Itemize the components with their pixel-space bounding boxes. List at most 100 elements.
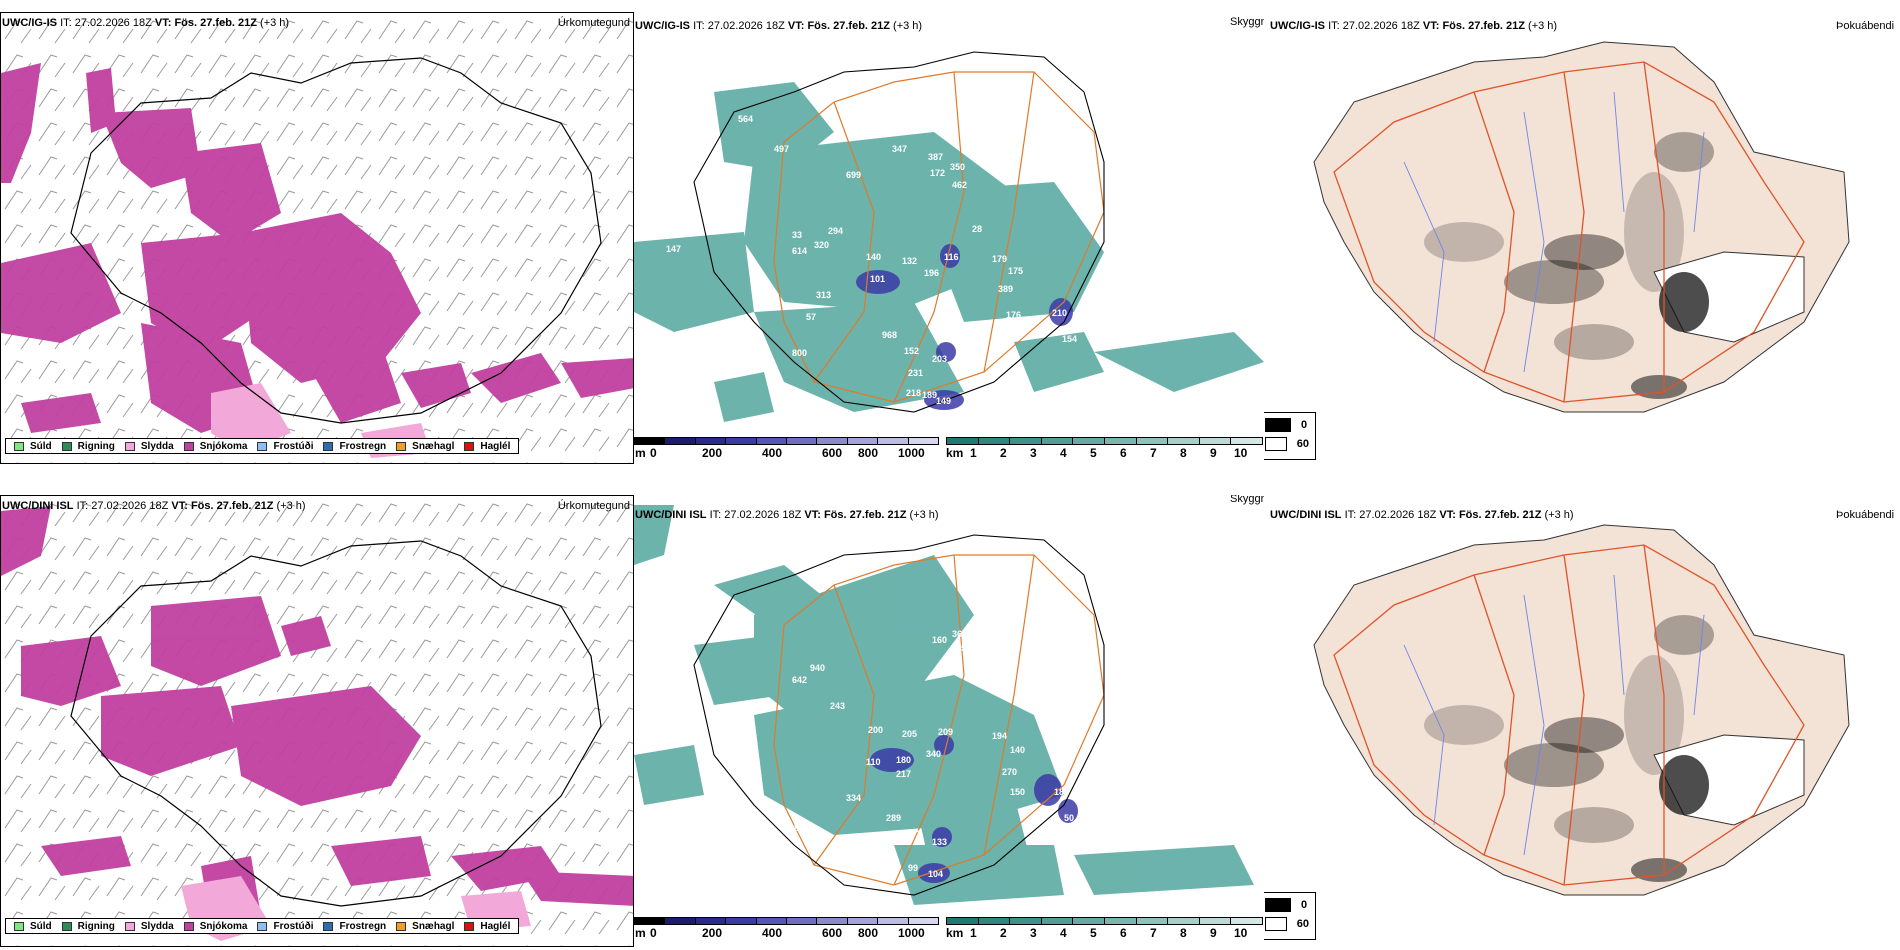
visibility-colorbar-cells	[946, 917, 1263, 925]
cloud-panel-bottom: 422 369 160 159 642 940 243 200 205 209 …	[634, 495, 1264, 947]
precip-panel-bottom: UWC/DINI ISL IT: 27.02.2026 18Z VT: Fös.…	[0, 495, 634, 947]
precip-title: Úrkomutegund	[557, 17, 630, 29]
legend-item-snjokoma: Snjókoma	[183, 441, 247, 452]
cloud-top-label: 160	[932, 635, 947, 645]
valid-time-label: VT:	[154, 17, 172, 29]
cloud-top-label: 340	[926, 749, 941, 759]
cloud-top-label: 243	[830, 701, 845, 711]
model-name: UWC/IG-IS	[635, 20, 690, 32]
tick-label: 1	[970, 446, 977, 460]
cloud-base-unit: m	[635, 926, 646, 940]
cloud-top-label: 116	[944, 252, 959, 262]
road-network	[773, 554, 1105, 886]
fog-map-top	[1313, 41, 1850, 413]
road-network	[1333, 61, 1805, 403]
cloud-top-label: 50	[1064, 813, 1074, 823]
cloud-top-label: 347	[892, 144, 907, 154]
valid-time-value: Fös. 27.feb. 21Z	[823, 509, 907, 521]
fog-legend-bottom: 0 60	[1264, 892, 1316, 940]
valid-time-label: VT:	[1439, 509, 1456, 521]
tick-label: 1	[970, 926, 977, 940]
cloud-top-label: 104	[928, 869, 943, 879]
cloud-top-label: 172	[930, 168, 945, 178]
cloud-map-bottom: 422 369 160 159 642 940 243 200 205 209 …	[634, 505, 1254, 905]
cloud-title: Skyggni	[1230, 16, 1264, 28]
visibility-unit: km	[946, 446, 964, 460]
cloud-top-label: 180	[896, 755, 911, 765]
model-name: UWC/IG-IS	[2, 17, 57, 29]
legend-item-suld: Súld	[14, 921, 52, 932]
road-network	[773, 71, 1105, 403]
cloud-base-colorbar-cells	[634, 917, 939, 925]
glacier-dark	[1659, 272, 1709, 332]
tick-label: 5	[1090, 446, 1097, 460]
cloud-top-label: 462	[952, 180, 967, 190]
fog-legend-top: 0 60	[1264, 412, 1316, 460]
iceland-outline	[70, 540, 602, 907]
cloud-top-label: 149	[936, 396, 951, 406]
tick-label: 7	[1150, 926, 1157, 940]
model-name: UWC/DINI ISL	[2, 500, 74, 512]
visibility-areas	[634, 505, 1254, 905]
legend-item-suld: Súld	[14, 441, 52, 452]
model-name: UWC/DINI ISL	[635, 509, 707, 521]
lead-time: (+3 h)	[276, 500, 306, 512]
cloud-top-label: 422	[972, 619, 987, 629]
cloud-top-label: 189	[922, 390, 937, 400]
cloud-base-areas	[870, 735, 1078, 883]
tick-label: 9	[1210, 446, 1217, 460]
legend-item-haglel: Haglél	[464, 441, 510, 452]
tick-label: 1000	[898, 446, 925, 460]
cloud-top-label: 564	[738, 114, 753, 124]
fog-panel-top: UWC/IG-IS IT: 27.02.2026 18Z VT: Fös. 27…	[1264, 12, 1900, 464]
cloud-top-label: 205	[902, 729, 917, 739]
tick-label: 0	[650, 926, 657, 940]
tick-label: 400	[762, 446, 783, 460]
cloud-top-label: 150	[1010, 787, 1025, 797]
cloud-header-top: UWC/IG-IS IT: 27.02.2026 18Z VT: Fös. 27…	[635, 20, 922, 33]
cloud-base-ticks: m 0 200 400 600 800 1000	[634, 445, 939, 460]
tick-label: 8	[1180, 926, 1187, 940]
tick-label: 4	[1060, 446, 1067, 460]
cloud-header-bottom: UWC/DINI ISL IT: 27.02.2026 18Z VT: Fös.…	[635, 509, 939, 522]
cloud-base-colorbar-top: m 0 200 400 600 800 1000	[634, 437, 939, 460]
tick-label: 5	[1090, 926, 1097, 940]
cloud-top-label: 642	[792, 675, 807, 685]
tick-label: 6	[1120, 446, 1127, 460]
init-time-label: IT:	[60, 17, 72, 29]
cloud-top-labels: 564 497 347 387 350 172 462 699 28 294 3…	[666, 114, 1077, 406]
cloud-top-label: 110	[866, 757, 881, 767]
cloud-top-label: 196	[924, 268, 939, 278]
legend-item-frostudi: Frostúði	[257, 921, 313, 932]
cloud-top-label: 968	[882, 330, 897, 340]
tick-label: 1000	[898, 926, 925, 940]
valid-time-value: Fös. 27.feb. 21Z	[1442, 20, 1525, 32]
tick-label: 10	[1234, 446, 1248, 460]
fog-legend-item-0: 0	[1265, 898, 1309, 912]
cloud-top-label: 203	[932, 354, 947, 364]
tick-label: 3	[1030, 446, 1037, 460]
iceland-outline	[693, 51, 1105, 413]
fog-header-bottom: UWC/DINI ISL IT: 27.02.2026 18Z VT: Fös.…	[1270, 509, 1574, 522]
cloud-top-label: 614	[792, 246, 807, 256]
cloud-top-label: 154	[1062, 334, 1077, 344]
cloud-top-label: 57	[806, 312, 816, 322]
init-time-value: 27.02.2026 18Z	[707, 20, 785, 32]
precip-legend: Súld Rigning Slydda Snjókoma Frostúði Fr…	[5, 438, 520, 454]
cloud-top-label: 313	[816, 290, 831, 300]
cloud-top-label: 194	[992, 731, 1007, 741]
valid-time-label: VT:	[787, 20, 805, 32]
precip-map-bottom	[1, 496, 633, 946]
cloud-base-colorbar-cells	[634, 437, 939, 445]
cloud-top-label: 289	[886, 813, 901, 823]
lead-time: (+3 h)	[1544, 509, 1574, 521]
road-network	[1333, 544, 1805, 886]
cloud-panel-top: 564 497 347 387 350 172 462 699 28 294 3…	[634, 12, 1264, 464]
tick-label: 2	[1000, 926, 1007, 940]
precip-map-top	[1, 13, 633, 463]
precip-title: Úrkomutegund	[557, 500, 630, 512]
cloud-top-label: 497	[774, 144, 789, 154]
init-time-value: 27.02.2026 18Z	[91, 500, 169, 512]
valid-time-value: Fös. 27.feb. 21Z	[807, 20, 890, 32]
visibility-colorbar-cells	[946, 437, 1263, 445]
